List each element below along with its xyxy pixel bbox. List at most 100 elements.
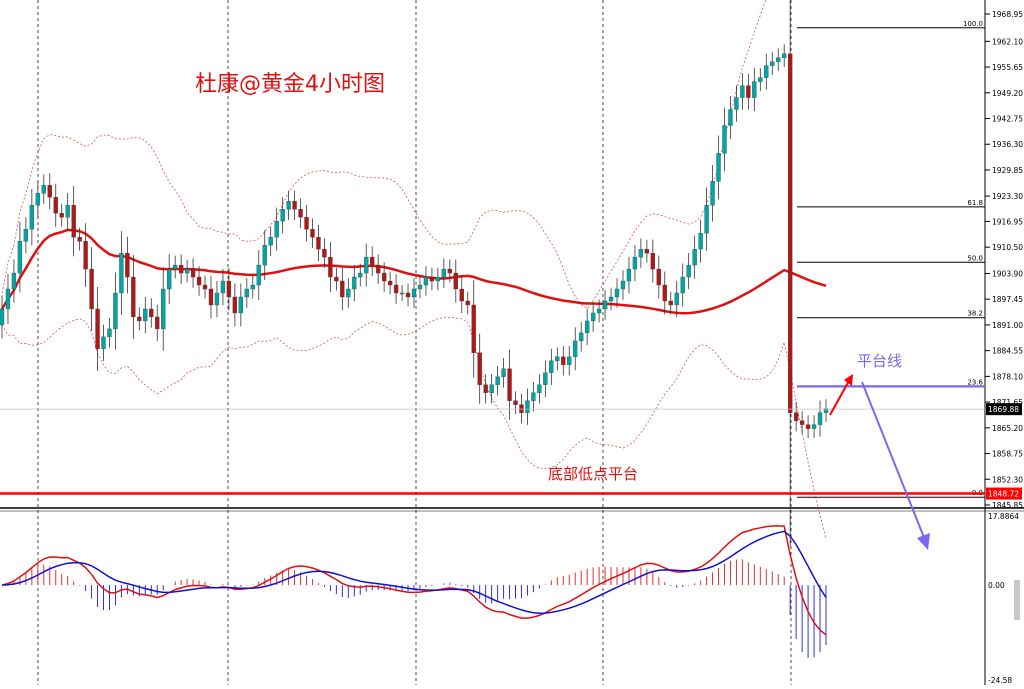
candle-body-136 — [811, 424, 817, 429]
price-tick-label-5: 1936.30 — [992, 140, 1023, 149]
candle-body-124 — [740, 85, 745, 98]
candle-body-76 — [453, 272, 458, 290]
bollinger-bands — [0, 0, 827, 539]
candle-body-98 — [585, 320, 590, 334]
candle-body-87 — [519, 404, 524, 413]
candle-body-129 — [770, 61, 775, 66]
candle-body-49 — [292, 201, 297, 210]
candle-body-6 — [35, 193, 40, 206]
fib-label-3: 38.2 — [967, 310, 983, 318]
blue-arrow-shaft — [861, 381, 926, 541]
candle-body-68 — [405, 292, 411, 298]
candle-body-125 — [746, 85, 751, 98]
candle-body-118 — [704, 205, 709, 234]
candle-body-25 — [149, 308, 154, 318]
price-tick-label-14: 1878.10 — [992, 372, 1023, 381]
macd-tick-label-2: -24.58 — [988, 676, 1012, 685]
candle-body-72 — [429, 276, 435, 282]
candle-body-60 — [358, 272, 363, 278]
candle-body-122 — [728, 109, 733, 126]
candle-body-126 — [752, 81, 757, 98]
candle-body-66 — [393, 284, 399, 294]
candle-body-7 — [41, 185, 46, 194]
candle-body-42 — [250, 284, 255, 290]
candle-body-58 — [346, 288, 351, 298]
candle-body-73 — [435, 276, 441, 282]
candle-body-45 — [268, 237, 273, 246]
candle-body-26 — [155, 316, 160, 330]
candle-body-88 — [525, 400, 530, 413]
chart-title: 杜康@黄金4小时图 — [195, 72, 385, 97]
candle-body-70 — [417, 284, 423, 290]
candle-body-112 — [668, 300, 673, 306]
candle-body-100 — [596, 308, 602, 314]
candle-body-37 — [220, 280, 226, 294]
candle-body-43 — [256, 264, 261, 286]
candle-body-53 — [316, 237, 321, 250]
candle-body-97 — [579, 332, 584, 342]
candle-body-3 — [17, 241, 23, 274]
candle-body-15 — [89, 268, 94, 310]
candle-body-115 — [686, 264, 691, 278]
candle-body-33 — [196, 276, 202, 286]
candle-body-109 — [650, 252, 655, 270]
candle-body-128 — [764, 65, 769, 78]
candle-body-40 — [238, 296, 243, 314]
candle-body-57 — [340, 280, 345, 298]
candle-body-35 — [208, 288, 214, 306]
price-tick-label-12: 1891.00 — [992, 321, 1023, 330]
candle-body-9 — [53, 197, 58, 214]
candle-body-120 — [716, 153, 721, 182]
macd-tick-label-0: 17.8864 — [988, 512, 1019, 521]
candle-body-131 — [782, 53, 787, 58]
price-tick-label-13: 1884.55 — [992, 347, 1023, 356]
candle-body-101 — [602, 300, 608, 310]
candle-body-104 — [620, 280, 626, 290]
candle-body-127 — [758, 77, 763, 82]
price-tick-label-3: 1949.20 — [992, 89, 1023, 98]
candle-body-92 — [549, 360, 554, 373]
candle-body-61 — [364, 256, 369, 274]
candle-body-63 — [376, 264, 381, 274]
price-tick-label-9: 1910.50 — [992, 243, 1023, 252]
price-tick-label-7: 1923.30 — [992, 192, 1023, 201]
candle-body-14 — [83, 241, 88, 270]
price-tick-label-8: 1916.95 — [992, 217, 1023, 226]
candle-body-85 — [507, 368, 512, 401]
candle-body-12 — [71, 205, 76, 238]
candle-body-132 — [788, 53, 793, 413]
price-tick-label-0: 1968.95 — [992, 10, 1023, 19]
scrollbar[interactable] — [1014, 580, 1020, 620]
candle-body-24 — [143, 308, 148, 322]
price-tick-label-1: 1962.10 — [992, 37, 1023, 46]
candle-body-90 — [537, 384, 542, 393]
candle-body-59 — [352, 276, 357, 290]
candle-body-137 — [817, 412, 823, 425]
candle-body-32 — [190, 268, 196, 278]
candle-body-86 — [513, 400, 518, 405]
candle-body-107 — [638, 248, 644, 258]
candle-body-91 — [543, 372, 548, 385]
candle-body-8 — [47, 185, 52, 198]
candle-body-48 — [286, 201, 291, 210]
macd-pane: 17.8864 0.00 -24.58 — [1, 512, 1019, 685]
candle-body-17 — [101, 336, 106, 349]
candle-body-65 — [387, 280, 393, 286]
price-tick-label-19: 1845.85 — [992, 501, 1023, 510]
fib-label-0: 100.0 — [963, 20, 983, 28]
candle-body-116 — [692, 248, 697, 266]
candle-body-1 — [5, 288, 11, 310]
candle-body-79 — [471, 304, 476, 353]
candle-body-23 — [137, 316, 142, 322]
candle-body-10 — [59, 213, 64, 218]
candle-body-34 — [202, 284, 208, 290]
support-price-box — [986, 487, 1022, 500]
candle-body-51 — [304, 217, 309, 230]
candle-body-54 — [322, 248, 327, 258]
candle-body-41 — [244, 288, 249, 298]
candle-body-52 — [310, 229, 315, 238]
candle-body-2 — [11, 272, 17, 290]
candle-body-31 — [184, 268, 190, 274]
candle-body-94 — [561, 356, 566, 365]
